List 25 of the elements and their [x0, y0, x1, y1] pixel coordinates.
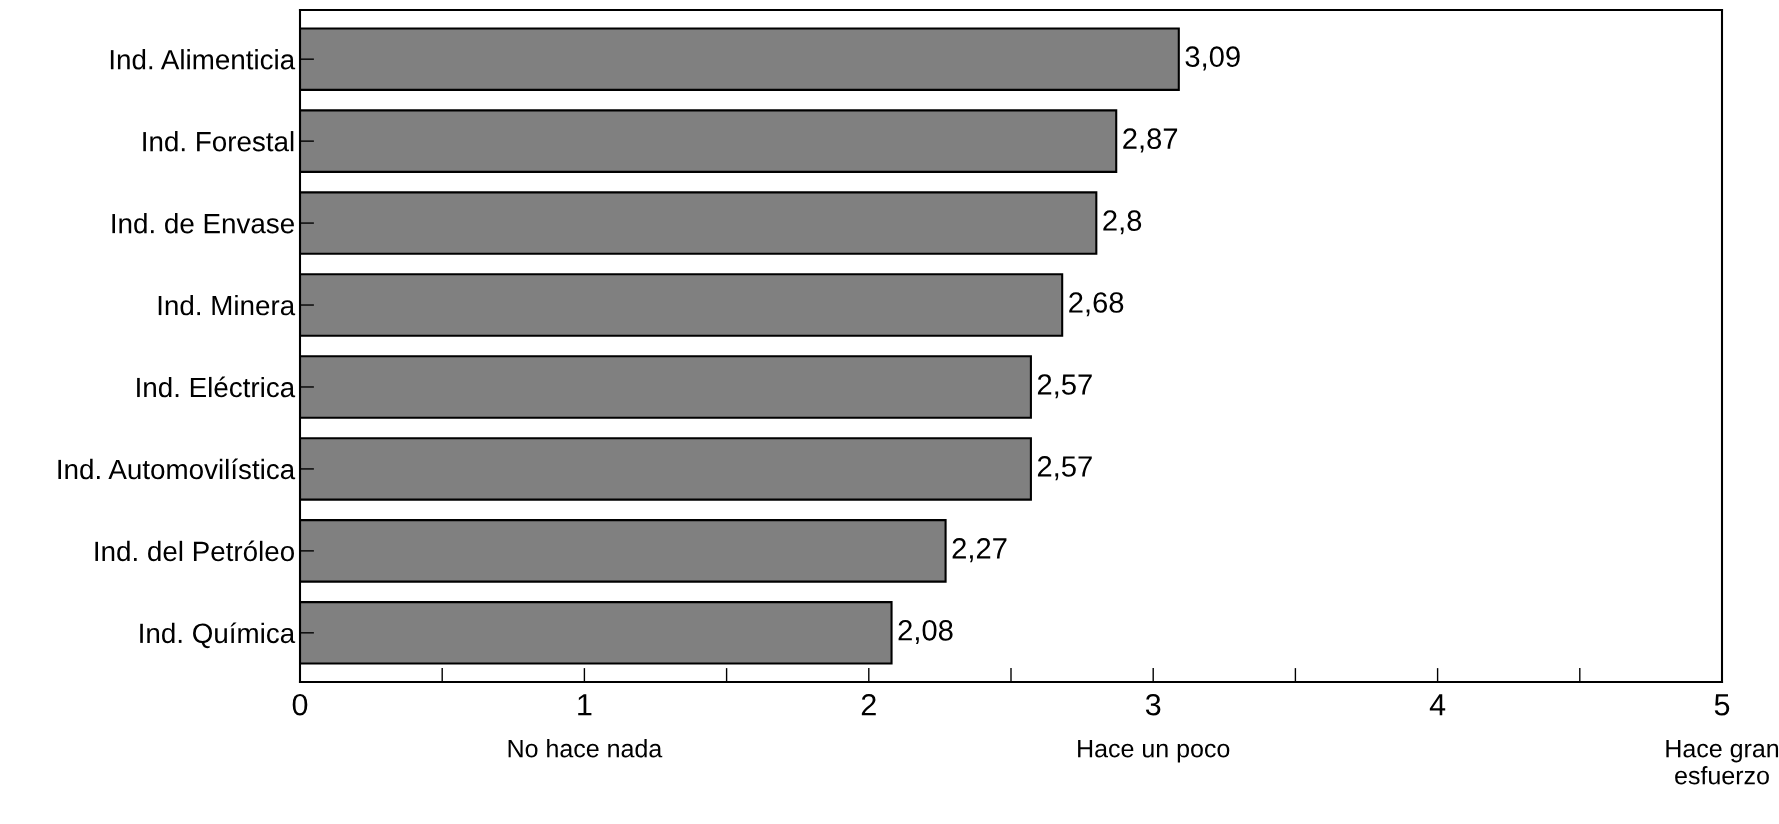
text: Hace gran esfuerzo: [1666, 740, 1779, 785]
x-tick-label: 2: [861, 693, 876, 716]
data-label: 2,87: [1123, 128, 1178, 153]
y-tick-label: Ind. Forestal: [143, 131, 294, 152]
y-tick-label: Ind. Química: [140, 622, 296, 649]
x-tick-label: 4: [1429, 694, 1446, 716]
x-tick-label: 0: [292, 693, 308, 716]
data-label: 2,57: [1037, 374, 1092, 399]
x-tick-label: 1: [578, 694, 592, 716]
data-label: 2,27: [952, 538, 1007, 563]
y-tick-label: Ind. Automovilística: [58, 458, 296, 480]
y-tick-label: Ind. Alimenticia: [110, 49, 296, 70]
y-tick-label: Ind. Minera: [158, 294, 296, 316]
data-label: 2,57: [1037, 456, 1092, 481]
y-tick-label: Ind. Eléctrica: [137, 376, 296, 398]
data-label: 2,8: [1103, 210, 1142, 235]
data-label: 2,08: [898, 620, 953, 645]
text: No hace nada: [508, 739, 663, 758]
data-label: 2,68: [1069, 292, 1124, 317]
x-tick-label: 5: [1714, 694, 1730, 716]
y-tick-label: Ind. del Petróleo: [95, 540, 294, 562]
x-tick-label: 3: [1145, 693, 1161, 716]
data-label: 3,09: [1185, 46, 1240, 71]
text: Hace un poco: [1078, 740, 1230, 763]
y-tick-label: Ind. de Envase: [112, 213, 294, 234]
